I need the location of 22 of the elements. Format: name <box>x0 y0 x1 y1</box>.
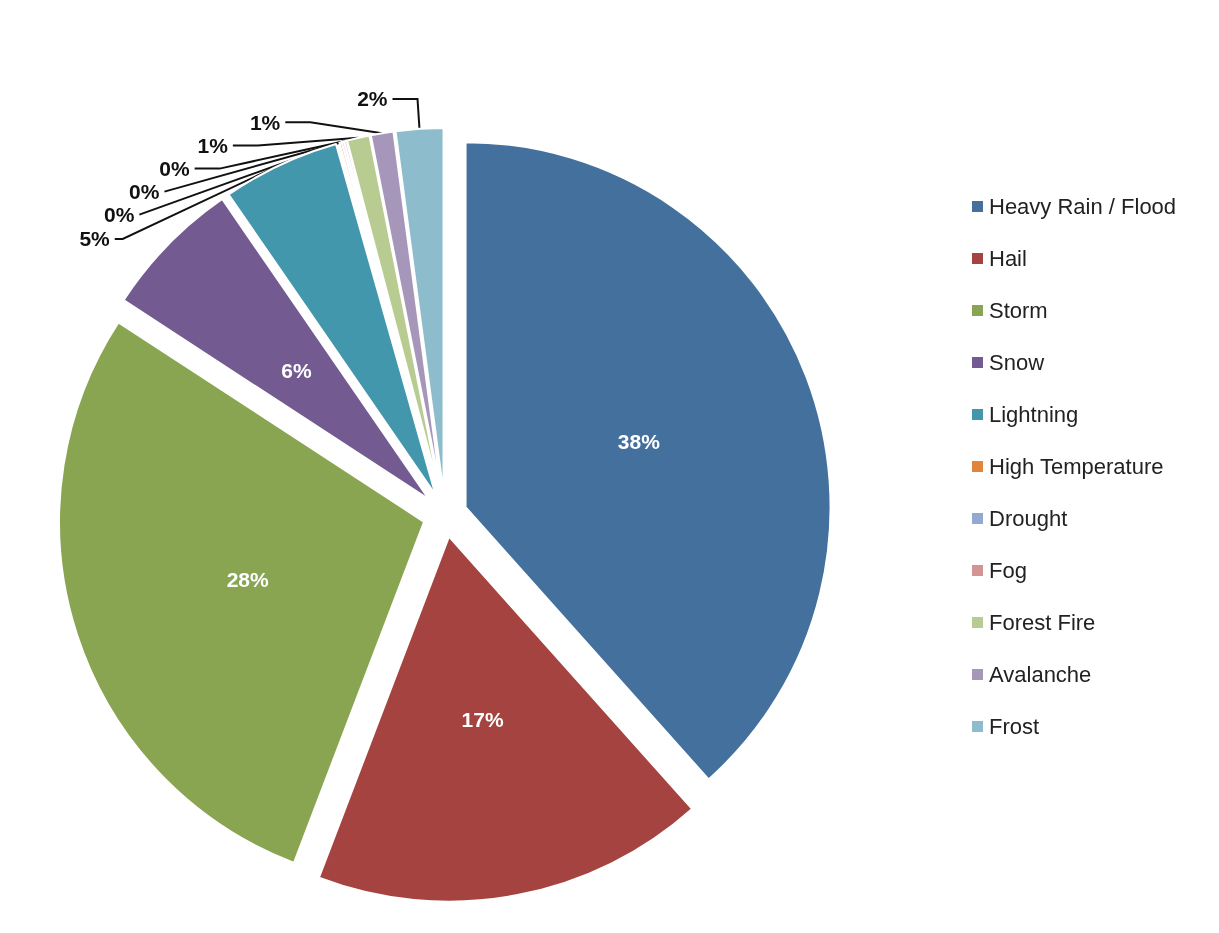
legend-label: Forest Fire <box>989 610 1096 635</box>
data-label: 0% <box>159 157 190 181</box>
legend-label: High Temperature <box>989 454 1164 479</box>
data-label: 1% <box>249 110 281 134</box>
data-label: 38% <box>617 429 661 453</box>
legend-label: Avalanche <box>989 662 1092 687</box>
legend-label: Fog <box>989 558 1027 583</box>
legend-label: Hail <box>989 246 1027 271</box>
data-label: 28% <box>226 567 269 591</box>
data-label: 17% <box>461 707 504 731</box>
legend-label: Storm <box>989 298 1048 323</box>
data-label: 2% <box>357 87 388 111</box>
data-label: 1% <box>197 133 229 157</box>
legend-label: Heavy Rain / Flood <box>989 194 1177 219</box>
data-label: 0% <box>103 203 135 227</box>
legend-label: Snow <box>989 350 1045 375</box>
data-label: 5% <box>79 227 111 251</box>
data-label: 0% <box>129 180 160 204</box>
legend-label: Drought <box>989 506 1068 531</box>
legend-label: Lightning <box>989 402 1079 427</box>
data-label: 6% <box>281 358 312 382</box>
legend-label: Frost <box>989 714 1040 739</box>
